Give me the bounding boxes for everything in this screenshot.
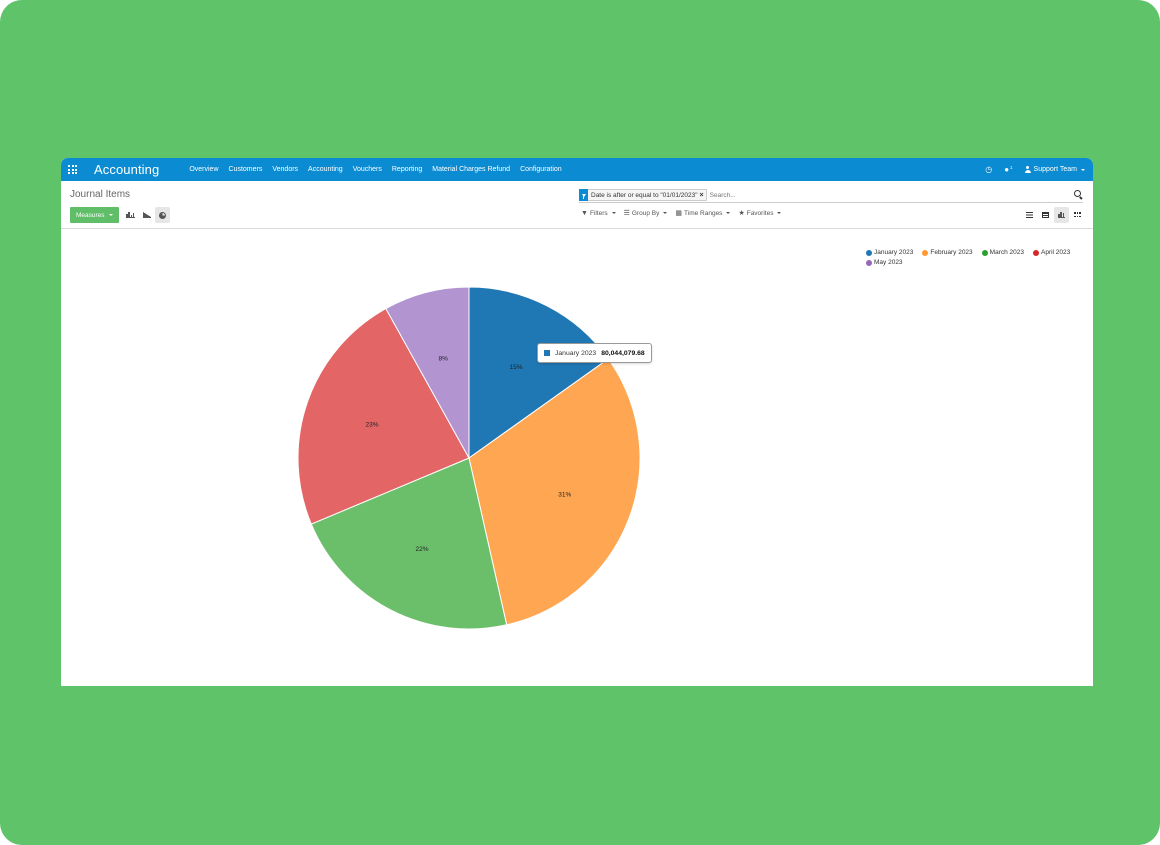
page-title: Journal Items — [70, 189, 131, 200]
legend-swatch — [922, 249, 929, 256]
legend-label: April 2023 — [1041, 249, 1071, 256]
close-icon[interactable]: × — [699, 191, 704, 199]
pie-slice-may-2023[interactable] — [385, 286, 470, 460]
apps-menu-icon[interactable] — [68, 165, 78, 174]
graph-view-button[interactable] — [1054, 207, 1069, 223]
pie-label-february-2023: 31% — [558, 492, 571, 499]
funnel-icon: ▼ — [581, 209, 588, 217]
pie-slice-february-2023[interactable] — [468, 358, 641, 626]
legend-swatch — [981, 249, 988, 256]
app-title[interactable]: Accounting — [94, 162, 160, 177]
menu-item-vouchers[interactable]: Vouchers — [352, 166, 382, 173]
star-icon: ★ — [738, 210, 745, 217]
chevron-down-icon — [1081, 168, 1085, 171]
legend-swatch — [1033, 249, 1039, 256]
user-icon — [1024, 166, 1031, 173]
bars-icon: ☰ — [623, 210, 630, 217]
menu-item-configuration[interactable]: Configuration — [520, 166, 562, 173]
pie-slice-april-2023[interactable] — [297, 307, 470, 525]
bar-chart-button[interactable] — [123, 207, 138, 223]
user-menu[interactable]: Support Team — [1024, 166, 1085, 173]
measures-label: Measures — [76, 211, 105, 219]
clock-icon[interactable]: ◷ — [985, 165, 993, 174]
menu-item-customers[interactable]: Customers — [228, 166, 263, 173]
pie-chart: 15% 31% 22% 23% 8% — [297, 286, 641, 630]
chevron-down-icon — [611, 212, 616, 214]
search-bar: Date is after or equal to "01/01/2023" × — [579, 188, 1083, 203]
search-facet[interactable]: Date is after or equal to "01/01/2023" × — [579, 189, 707, 201]
legend-swatch — [866, 249, 872, 256]
legend-item-february-2023[interactable]: February 2023 — [922, 249, 973, 256]
legend-swatch — [866, 259, 872, 266]
chevron-down-icon — [777, 212, 782, 214]
graph-type-switcher — [123, 207, 171, 223]
menu-item-material-charges-refund[interactable]: Material Charges Refund — [432, 166, 511, 173]
messages-icon[interactable]: ●1 — [1004, 165, 1013, 174]
area-chart-icon — [142, 212, 151, 218]
filters-label: Filters — [589, 209, 608, 217]
bar-chart-icon — [126, 212, 135, 218]
time-ranges-label: Time Ranges — [684, 209, 723, 217]
pie-label-january-2023: 15% — [509, 364, 522, 371]
view-switcher — [1021, 207, 1085, 223]
kanban-view-button[interactable] — [1070, 207, 1085, 223]
chevron-down-icon — [663, 212, 668, 214]
top-navbar: Accounting Overview Customers Vendors Ac… — [61, 158, 1093, 181]
tooltip-swatch — [544, 350, 550, 356]
search-options: ▼ Filters ☰ Group By ▦ Time Ranges ★ Favorit… — [581, 209, 789, 217]
chart-legend: January 2023 February 2023 March 2023 April… — [866, 249, 1081, 269]
menu-item-vendors[interactable]: Vendors — [272, 166, 299, 173]
messages-badge: 1 — [1010, 165, 1013, 170]
legend-item-april-2023[interactable]: April 2023 — [1033, 249, 1070, 256]
pie-chart-button[interactable] — [155, 207, 170, 223]
table-icon — [1042, 212, 1049, 218]
menu-item-reporting[interactable]: Reporting — [391, 166, 423, 173]
tooltip-label: January 2023 — [555, 349, 597, 357]
chevron-down-icon — [726, 212, 731, 214]
legend-label: March 2023 — [989, 249, 1024, 256]
pie-label-may-2023: 8% — [438, 356, 448, 363]
line-chart-button[interactable] — [139, 207, 154, 223]
legend-label: May 2023 — [874, 259, 903, 266]
time-ranges-dropdown[interactable]: ▦ Time Ranges — [675, 209, 731, 217]
user-name: Support Team — [1033, 166, 1077, 173]
list-view-button[interactable] — [1022, 207, 1037, 223]
calendar-icon: ▦ — [675, 210, 683, 217]
favorites-label: Favorites — [746, 209, 774, 217]
legend-item-january-2023[interactable]: January 2023 — [866, 249, 913, 256]
pie-chart-icon — [159, 211, 166, 219]
filter-facet-icon — [579, 189, 588, 201]
control-panel: Journal Items Measures Date is after or … — [61, 181, 1093, 229]
main-menu: Overview Customers Vendors Accounting Vo… — [189, 166, 571, 173]
navbar-systray: ◷ ●1 Support Team — [985, 165, 1085, 174]
filters-dropdown[interactable]: ▼ Filters — [581, 209, 616, 217]
legend-label: January 2023 — [874, 249, 914, 256]
group-by-label: Group By — [631, 209, 660, 217]
legend-label: February 2023 — [930, 249, 973, 256]
group-by-dropdown[interactable]: ☰ Group By — [624, 209, 668, 217]
chevron-down-icon — [108, 214, 113, 216]
pie-label-april-2023: 23% — [365, 421, 378, 428]
search-input[interactable] — [709, 191, 1010, 199]
favorites-dropdown[interactable]: ★ Favorites — [738, 209, 782, 217]
app-window: Accounting Overview Customers Vendors Ac… — [61, 158, 1093, 686]
menu-item-accounting[interactable]: Accounting — [308, 166, 343, 173]
menu-item-overview[interactable]: Overview — [189, 166, 219, 173]
pie-label-march-2023: 22% — [415, 546, 428, 553]
legend-item-may-2023[interactable]: May 2023 — [866, 259, 903, 266]
legend-item-march-2023[interactable]: March 2023 — [981, 249, 1024, 256]
pie-slice-march-2023[interactable] — [310, 457, 508, 630]
chart-tooltip: January 2023 80,044,079.68 — [537, 343, 652, 363]
tooltip-value: 80,044,079.68 — [601, 349, 645, 357]
list-icon — [1026, 212, 1033, 218]
pivot-view-button[interactable] — [1038, 207, 1053, 223]
search-facet-text: Date is after or equal to "01/01/2023" — [591, 191, 698, 199]
measures-button[interactable]: Measures — [70, 207, 119, 223]
search-icon[interactable] — [1074, 190, 1082, 198]
graph-view: 15% 31% 22% 23% 8% January 2023 February 2023… — [61, 229, 1093, 686]
bar-chart-icon — [1058, 212, 1065, 218]
grid-icon — [1074, 212, 1081, 218]
